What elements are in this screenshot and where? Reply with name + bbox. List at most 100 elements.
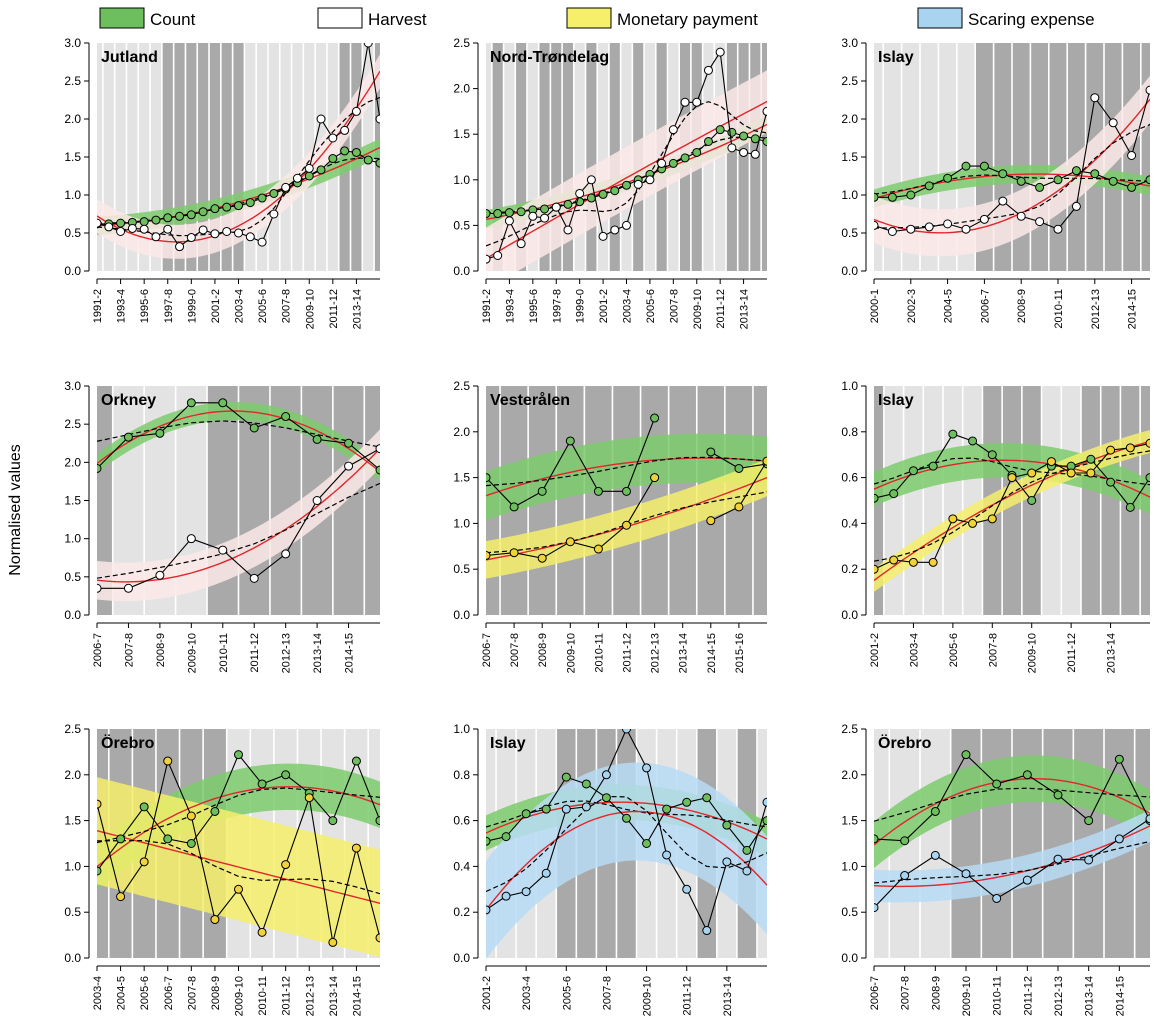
confidence-band-count — [874, 755, 1150, 869]
data-point-count — [351, 756, 361, 766]
data-point-scaring — [961, 869, 971, 879]
year-shade — [538, 43, 551, 271]
data-point-count — [486, 473, 491, 483]
data-point-count — [734, 463, 744, 473]
data-point-count — [961, 750, 971, 760]
data-point-count — [762, 136, 767, 146]
confidence-band-count — [97, 138, 380, 235]
data-point-count — [1016, 176, 1026, 186]
data-point-count — [163, 213, 173, 223]
data-point-harvest — [234, 228, 243, 238]
data-point-harvest — [924, 222, 934, 232]
x-tick-label: 2001-2 — [598, 289, 610, 323]
x-tick-label: 2011-12 — [281, 976, 293, 1016]
smoothed-line-harvest — [97, 482, 380, 579]
data-point-scaring — [742, 866, 752, 876]
data-point-count — [245, 198, 255, 208]
x-tick-label: 2008-9 — [537, 633, 549, 667]
data-point-count — [722, 820, 732, 830]
x-tick-label: 1991-2 — [92, 289, 104, 323]
data-point-payment — [1086, 468, 1096, 478]
x-tick-label: 2006-7 — [979, 289, 991, 323]
x-tick-label: 2013-14 — [1084, 976, 1096, 1016]
x-tick-label: 2011-12 — [328, 289, 340, 329]
x-tick-label: 2003-4 — [234, 289, 246, 323]
x-tick-label: 2015-16 — [734, 633, 746, 673]
legend-label: Count — [150, 10, 196, 29]
data-point-payment — [210, 915, 220, 925]
x-tick-label: 2012-13 — [650, 633, 662, 673]
y-tick-label: 1.5 — [64, 150, 81, 164]
x-tick-label: 2010-11 — [257, 976, 269, 1016]
panels: 0.0 0.5 1.0 1.5 2.0 2.5 3.0 1991-2 1993-4 1995-6 1… — [64, 36, 1150, 1016]
data-point-payment — [1125, 443, 1135, 453]
x-tick-label: 2000-1 — [869, 289, 881, 323]
year-shade — [114, 43, 127, 271]
y-tick-label: 1.5 — [64, 494, 81, 508]
data-point-harvest — [281, 182, 291, 192]
year-shade — [1061, 386, 1081, 615]
y-tick-label: 2.0 — [64, 455, 81, 469]
data-point-harvest — [528, 211, 538, 221]
year-shade — [256, 43, 268, 271]
smoothed-line-count — [874, 787, 1150, 822]
series-line-count — [97, 402, 380, 471]
y-tick-label: 0.2 — [841, 562, 858, 576]
data-point-count — [998, 169, 1008, 179]
data-point-payment — [509, 548, 519, 558]
data-point-harvest — [222, 226, 232, 236]
smoothed-line-harvest — [97, 96, 380, 237]
data-point-harvest — [1090, 93, 1100, 103]
data-point-harvest — [1127, 150, 1137, 160]
data-point-scaring — [662, 850, 672, 860]
data-point-count — [351, 147, 361, 157]
x-tick-label: 2003-4 — [521, 976, 533, 1010]
data-point-count — [501, 832, 511, 842]
year-shade — [515, 43, 527, 271]
y-tick-label: 3.0 — [64, 36, 81, 50]
year-shade — [903, 386, 924, 615]
year-shade — [562, 43, 574, 271]
data-point-harvest — [739, 147, 749, 157]
data-point-count — [97, 463, 102, 473]
data-point-payment — [622, 520, 631, 530]
y-tick-label: 0.5 — [841, 226, 858, 240]
x-tick-label: 2010-11 — [218, 633, 230, 673]
year-shade — [1081, 386, 1101, 615]
panel-8: 0.0 0.2 0.4 0.6 0.8 1.0 2001-2 2003-4 2005-6 2007… — [453, 722, 767, 1016]
x-tick-label: 2011-12 — [1066, 633, 1078, 673]
data-point-count — [210, 806, 220, 816]
year-shade — [185, 43, 198, 271]
trend-line-count — [97, 786, 380, 868]
data-point-payment — [928, 557, 938, 567]
x-tick-label: 2014-15 — [1127, 289, 1139, 329]
year-shade — [752, 386, 767, 615]
confidence-band-harvest — [486, 70, 767, 271]
data-point-harvest — [312, 496, 322, 505]
year-shade — [232, 43, 245, 271]
data-point-count — [561, 772, 571, 782]
y-tick-label: 0.0 — [64, 264, 81, 278]
x-tick-label: 2007-8 — [186, 976, 198, 1010]
confidence-band-count — [97, 401, 380, 481]
y-tick-label: 2.5 — [453, 379, 470, 393]
data-point-scaring — [762, 797, 767, 807]
data-point-count — [186, 210, 196, 220]
data-point-count — [493, 209, 503, 219]
x-tick-label: 2009-10 — [642, 976, 654, 1016]
legend-swatch-harvest — [317, 7, 363, 29]
data-point-count — [222, 202, 232, 212]
year-shade — [491, 43, 504, 271]
data-point-harvest — [610, 225, 620, 235]
data-point-count — [874, 493, 879, 503]
data-point-count — [1022, 770, 1032, 780]
confidence-band-harvest — [97, 429, 380, 602]
data-point-harvest — [1035, 217, 1045, 227]
x-tick-label: 1999-0 — [186, 289, 198, 323]
year-shade — [279, 43, 292, 271]
plot-area — [486, 43, 767, 271]
data-point-harvest — [551, 202, 561, 212]
panel-title: Vesterålen — [490, 391, 570, 409]
y-tick-label: 2.5 — [453, 36, 470, 50]
year-shade — [364, 386, 380, 615]
